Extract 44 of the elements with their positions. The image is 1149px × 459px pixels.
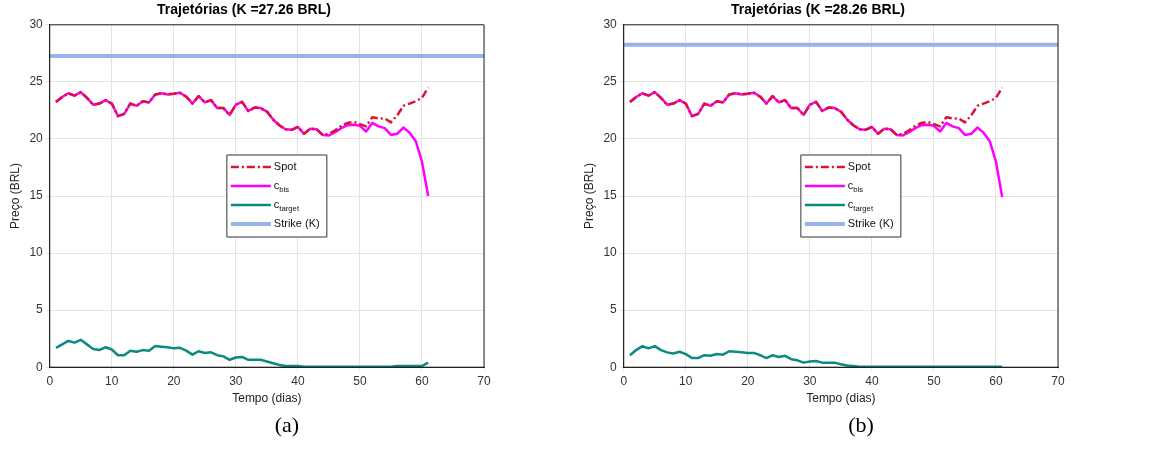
x-tick-label: 50 (353, 373, 367, 388)
chart-title: Trajetórias (K =28.26 BRL) (731, 1, 905, 18)
y-tick-label: 10 (603, 245, 618, 260)
y-tick-label: 0 (36, 359, 44, 374)
legend-label: Strike (K) (847, 217, 894, 230)
text: (b) (847, 412, 875, 438)
y-tick-label: 15 (603, 188, 618, 203)
x-tick-label: 40 (865, 373, 879, 388)
x-tick-label: 0 (620, 373, 628, 388)
x-tick-label: 10 (679, 373, 693, 388)
y-axis-title: Preço (BRL) (7, 162, 22, 230)
x-tick-label: 70 (1051, 373, 1065, 388)
x-tick-label: 60 (989, 373, 1003, 388)
x-tick-label: 20 (741, 373, 755, 388)
x-tick-label: 30 (229, 373, 243, 388)
y-tick-label: 25 (603, 74, 618, 89)
y-tick-label: 30 (603, 17, 618, 32)
chart-title: Trajetórias (K =27.26 BRL) (157, 1, 331, 18)
legend-label: Spot (273, 160, 297, 173)
x-tick-label: 60 (415, 373, 429, 388)
y-tick-label: 10 (29, 245, 44, 260)
x-tick-label: 10 (105, 373, 119, 388)
legend-label: Spot (847, 160, 871, 173)
x-tick-label: 30 (803, 373, 817, 388)
y-tick-label: 0 (610, 359, 618, 374)
y-tick-label: 20 (29, 131, 44, 146)
y-tick-label: 5 (610, 302, 618, 317)
y-tick-label: 20 (603, 131, 618, 146)
x-tick-label: 20 (167, 373, 181, 388)
x-tick-label: 50 (927, 373, 941, 388)
y-tick-label: 5 (36, 302, 44, 317)
x-tick-label: 40 (291, 373, 305, 388)
y-axis-title: Preço (BRL) (581, 162, 596, 230)
y-tick-label: 25 (29, 74, 44, 89)
legend-label: Strike (K) (273, 217, 320, 230)
y-tick-label: 15 (29, 188, 44, 203)
line-series (628, 86, 1004, 137)
x-axis-title: Tempo (dias) (806, 391, 876, 406)
line-series (54, 86, 430, 137)
x-tick-label: 0 (46, 373, 54, 388)
x-axis-title: Tempo (dias) (232, 391, 302, 406)
y-tick-label: 30 (29, 17, 44, 32)
text: (a) (273, 412, 301, 438)
x-tick-label: 70 (477, 373, 491, 388)
